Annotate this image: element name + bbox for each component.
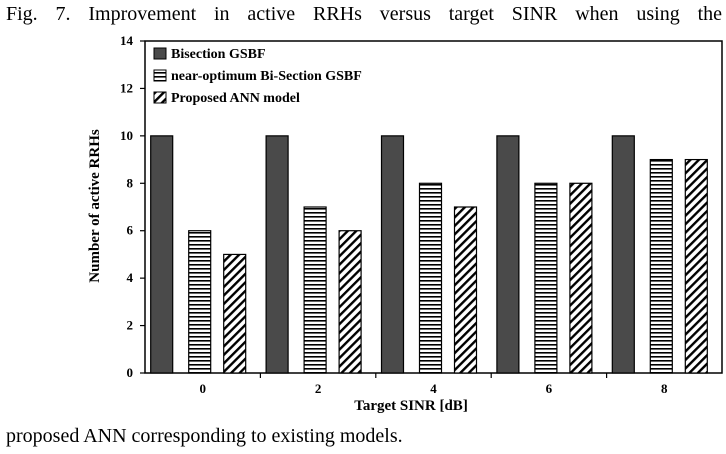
y-tick-label-7: 14 xyxy=(120,33,134,48)
legend-label-0: Bisection GSBF xyxy=(171,47,266,62)
figure-caption-top: Fig. 7. Improvement in active RRHs versu… xyxy=(6,3,722,25)
bars xyxy=(150,135,708,374)
bar-s2-0 xyxy=(223,253,247,374)
y-tick-label-0: 0 xyxy=(127,365,134,380)
y-tick-label-4: 8 xyxy=(127,175,134,190)
legend-swatch-2 xyxy=(153,91,167,104)
axes: 0 2 4 6 8 10 12 14 0 2 4 6 8 xyxy=(120,33,723,396)
legend-swatch-1 xyxy=(153,69,167,82)
legend: Bisection GSBF near-optimum Bi-Section GS… xyxy=(153,47,362,106)
bar-s0-0 xyxy=(150,135,174,374)
x-axis-label: Target SINR [dB] xyxy=(354,398,468,414)
y-tick-label-1: 2 xyxy=(127,318,134,333)
bar-s2-4 xyxy=(453,206,478,374)
y-tick-label-5: 10 xyxy=(120,128,133,143)
y-axis-label: Number of active RRHs xyxy=(87,129,103,283)
bar-s1-2 xyxy=(303,206,327,374)
bar-s1-6 xyxy=(534,182,558,374)
bar-s1-4 xyxy=(418,182,443,374)
bar-s1-0 xyxy=(188,230,212,374)
x-tick-label-4: 8 xyxy=(661,381,668,396)
bar-s2-2 xyxy=(338,230,362,374)
bar-s2-8 xyxy=(684,158,708,374)
legend-label-1: near-optimum Bi-Section GSBF xyxy=(171,69,362,84)
y-tick-label-2: 4 xyxy=(127,270,134,285)
bar-s0-4 xyxy=(380,135,405,374)
y-tick-label-6: 12 xyxy=(120,80,133,95)
bar-s0-6 xyxy=(496,135,520,374)
x-tick-label-2: 4 xyxy=(430,381,437,396)
legend-swatch-0 xyxy=(153,47,167,60)
x-tick-label-1: 2 xyxy=(315,381,322,396)
bar-s2-6 xyxy=(569,182,593,374)
figure-caption-bottom: proposed ANN corresponding to existing m… xyxy=(6,425,403,447)
y-tick-label-3: 6 xyxy=(127,223,134,238)
legend-label-2: Proposed ANN model xyxy=(171,91,300,106)
x-tick-label-3: 6 xyxy=(546,381,553,396)
bar-s1-8 xyxy=(649,158,673,374)
bar-s0-8 xyxy=(611,135,635,374)
bar-s0-2 xyxy=(265,135,289,374)
x-tick-label-0: 0 xyxy=(199,381,206,396)
